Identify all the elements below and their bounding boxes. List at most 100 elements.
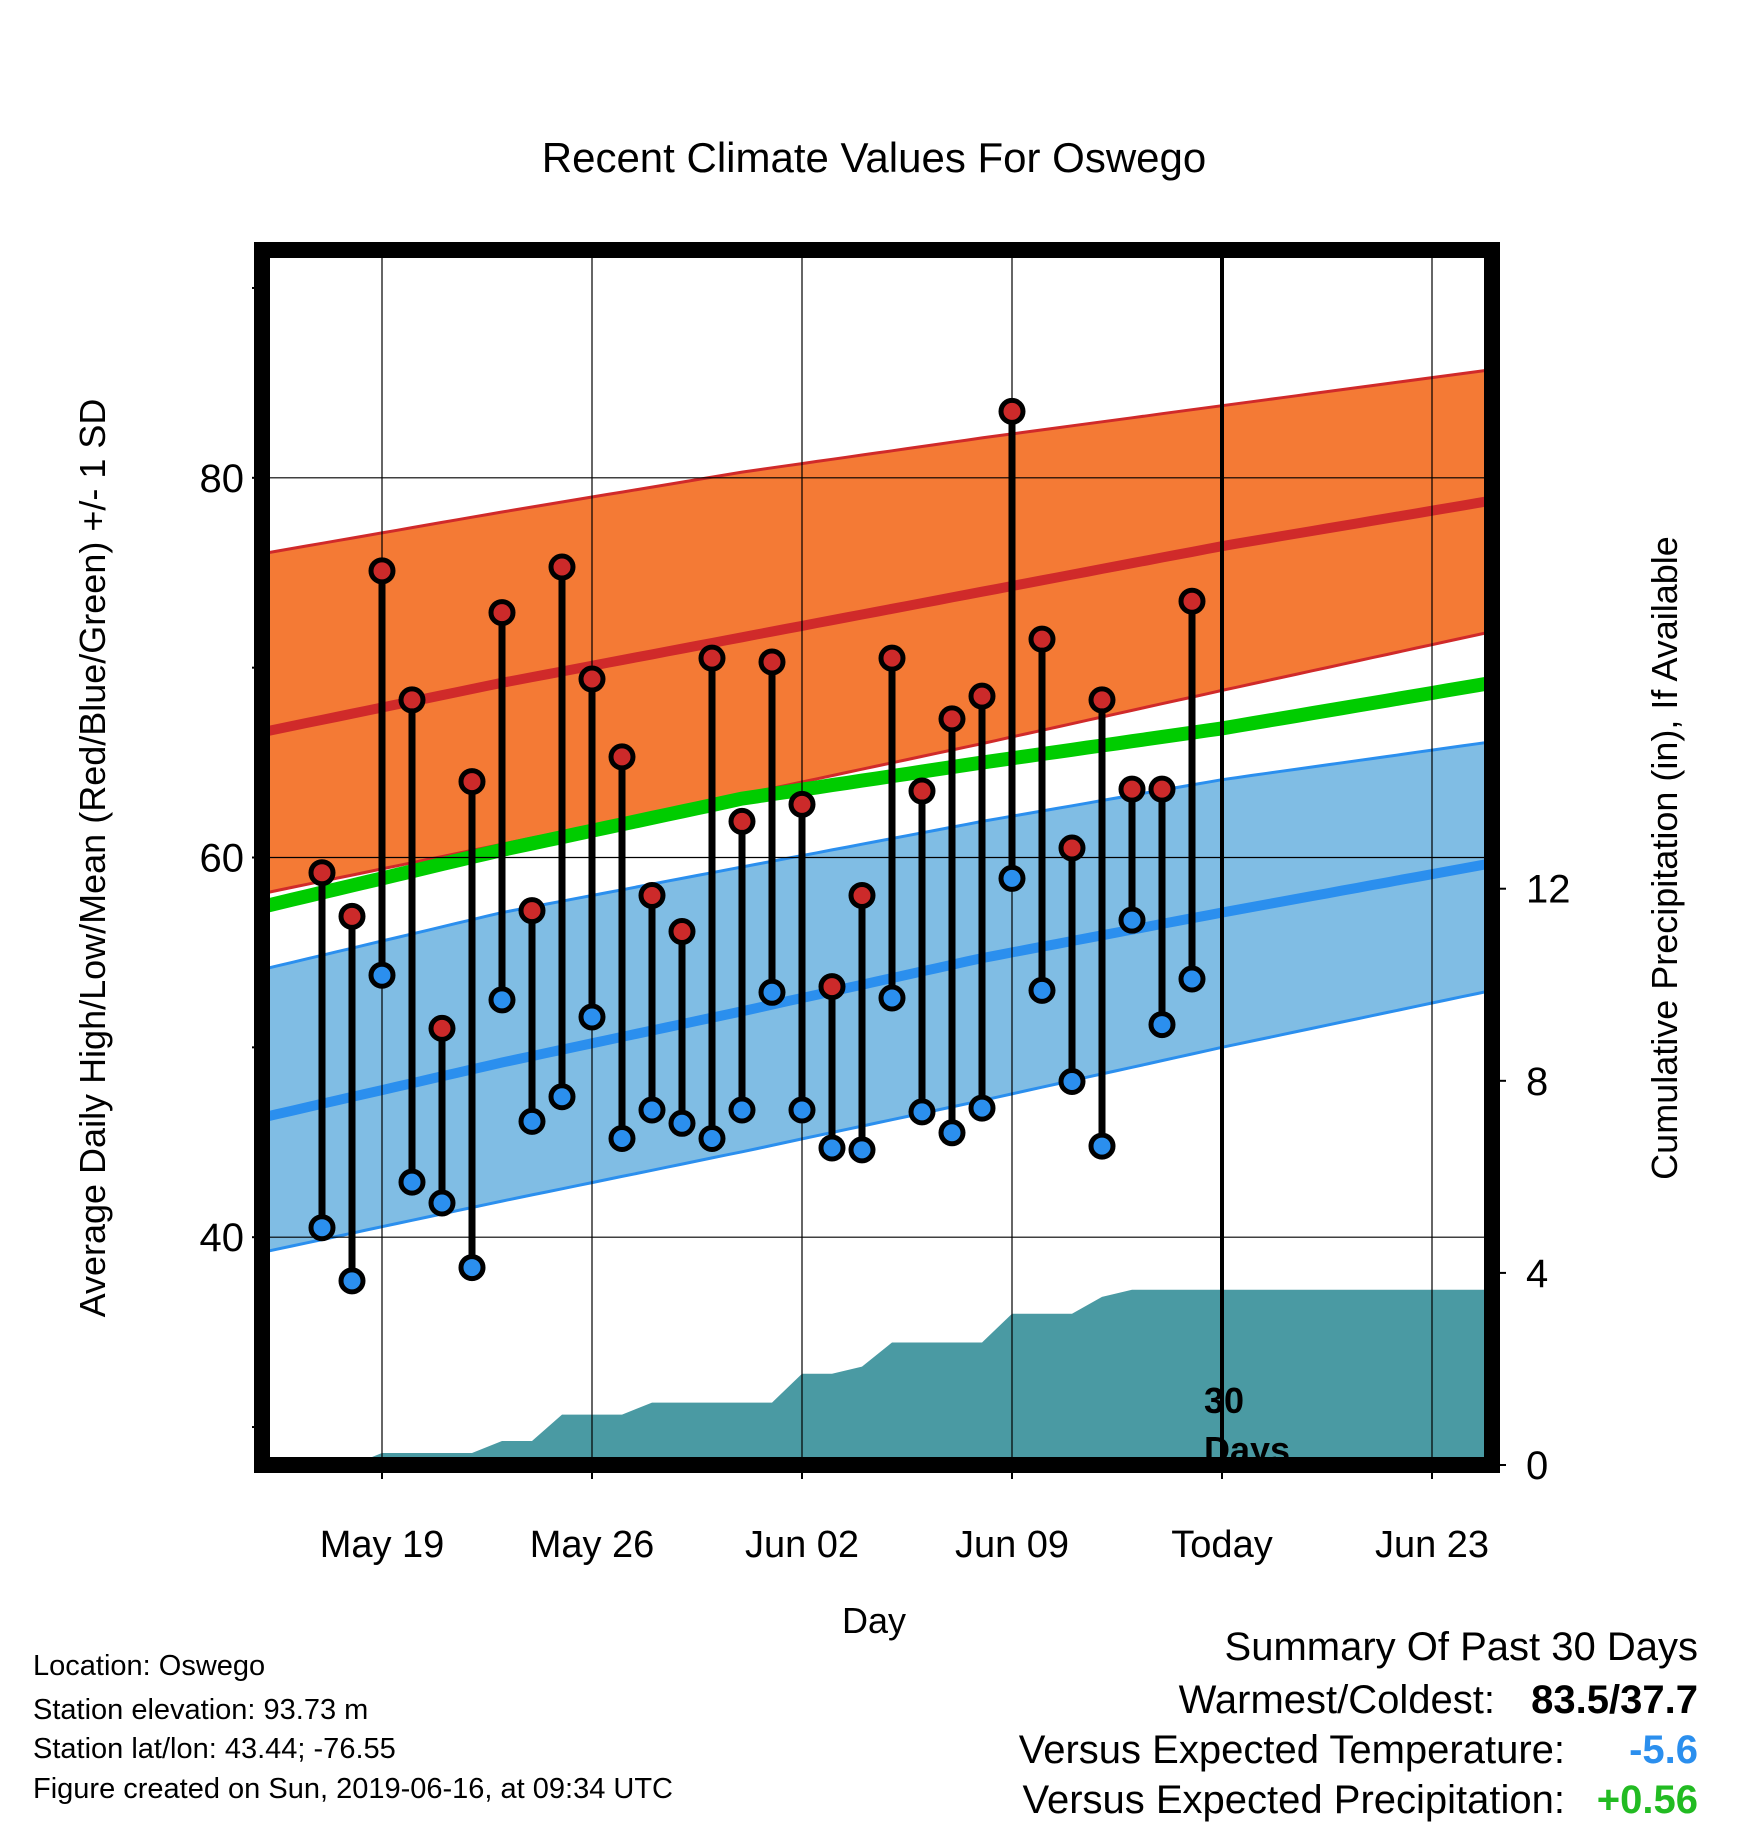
x-tick-label: Today [1171, 1524, 1272, 1566]
low-temp-point [488, 986, 516, 1014]
high-temp-point [578, 665, 606, 693]
low-temp-point [1088, 1132, 1116, 1160]
high-temp-point [728, 807, 756, 835]
low-temp-point [1148, 1011, 1176, 1039]
x-tick-label: May 19 [320, 1524, 445, 1566]
summary-precip-value: +0.56 [1597, 1778, 1698, 1822]
high-temp-point [878, 644, 906, 672]
low-temp-point [938, 1119, 966, 1147]
plot-area [262, 368, 1492, 1465]
low-temp-point [728, 1096, 756, 1124]
high-temp-point [1148, 775, 1176, 803]
high-temp-point [398, 686, 426, 714]
today-days-count: 30 [1204, 1380, 1244, 1421]
low-temp-point [458, 1254, 486, 1282]
high-temp-point [638, 881, 666, 909]
low-temp-point [848, 1136, 876, 1164]
high-temp-point [458, 768, 486, 796]
footer-location: Location: Oswego [33, 1650, 265, 1682]
high-temp-point [998, 397, 1026, 425]
high-temp-point [608, 743, 636, 771]
low-temp-point [1028, 976, 1056, 1004]
low-band-lower-edge [262, 988, 1492, 1254]
low-normal-band [262, 741, 1492, 1253]
y-right-tick-label: 12 [1526, 868, 1571, 912]
high-temp-point [1118, 775, 1146, 803]
low-temp-point [968, 1094, 996, 1122]
footer-created: Figure created on Sun, 2019-06-16, at 09… [33, 1773, 673, 1805]
low-temp-point [548, 1083, 576, 1111]
high-temp-point [548, 553, 576, 581]
summary-heading: Summary Of Past 30 Days [1225, 1625, 1698, 1669]
x-tick-label: Jun 02 [745, 1524, 859, 1566]
high-temp-point [818, 973, 846, 1001]
low-temp-point [518, 1107, 546, 1135]
high-normal-line [262, 495, 1492, 738]
high-temp-point [848, 881, 876, 909]
high-band-upper-edge [262, 368, 1492, 556]
high-temp-point [368, 557, 396, 585]
y-left-tick-label: 60 [200, 837, 245, 881]
y-left-tick-label: 80 [200, 457, 245, 501]
low-band-upper-edge [262, 740, 1492, 971]
high-temp-point [968, 682, 996, 710]
y-right-tick-label: 8 [1526, 1060, 1548, 1104]
summary-temp-value: -5.6 [1629, 1728, 1698, 1772]
high-temp-point [428, 1014, 456, 1042]
high-temp-point [908, 777, 936, 805]
y-right-tick-label: 4 [1526, 1252, 1548, 1296]
high-temp-point [1058, 834, 1086, 862]
high-temp-point [1088, 686, 1116, 714]
summary-precip-label: Versus Expected Precipitation: [1022, 1778, 1565, 1822]
summary-warm-cold-label: Warmest/Coldest: [1179, 1678, 1495, 1722]
low-temp-point [638, 1096, 666, 1124]
low-temp-point [758, 978, 786, 1006]
footer-latlon: Station lat/lon: 43.44; -76.55 [33, 1733, 396, 1765]
high-temp-point [668, 918, 696, 946]
high-temp-point [788, 790, 816, 818]
summary-warm-cold-value: 83.5/37.7 [1531, 1678, 1698, 1722]
low-temp-point [578, 1003, 606, 1031]
low-temp-point [608, 1124, 636, 1152]
low-temp-point [998, 864, 1026, 892]
chart-title: Recent Climate Values For Oswego [542, 134, 1207, 181]
high-temp-point [698, 644, 726, 672]
x-tick-label: Jun 23 [1375, 1524, 1489, 1566]
low-temp-point [428, 1189, 456, 1217]
high-temp-point [488, 599, 516, 627]
footer-elevation: Station elevation: 93.73 m [33, 1694, 368, 1726]
y-left-tick-label: 40 [200, 1216, 245, 1260]
low-temp-point [1058, 1068, 1086, 1096]
today-days-label: Days [1204, 1429, 1290, 1470]
precipitation-area [262, 1289, 1492, 1465]
low-temp-point [668, 1109, 696, 1137]
low-temp-point [308, 1214, 336, 1242]
x-axis-title: Day [842, 1600, 906, 1641]
low-temp-point [1118, 906, 1146, 934]
high-temp-point [518, 897, 546, 925]
x-tick-label: May 26 [530, 1524, 655, 1566]
high-temp-point [1178, 587, 1206, 615]
high-temp-point [758, 648, 786, 676]
temperature-data [308, 397, 1206, 1295]
mean-normal-line [262, 675, 1492, 914]
y-right-tick-label: 0 [1526, 1444, 1548, 1488]
low-temp-point [398, 1168, 426, 1196]
low-temp-point [878, 984, 906, 1012]
summary-temp-label: Versus Expected Temperature: [1019, 1728, 1565, 1772]
low-temp-point [818, 1134, 846, 1162]
low-temp-point [788, 1096, 816, 1124]
y-axis-right-title: Cumulative Precipitation (in), If Availa… [1644, 536, 1685, 1180]
high-temp-point [1028, 625, 1056, 653]
low-temp-point [698, 1124, 726, 1152]
low-normal-line [262, 858, 1492, 1123]
x-tick-label: Jun 09 [955, 1524, 1069, 1566]
low-temp-point [338, 1267, 366, 1295]
high-temp-point [308, 859, 336, 887]
high-temp-point [938, 705, 966, 733]
low-temp-point [368, 961, 396, 989]
y-axis-left-title: Average Daily High/Low/Mean (Red/Blue/Gr… [72, 399, 113, 1318]
low-temp-point [1178, 965, 1206, 993]
high-temp-point [338, 902, 366, 930]
